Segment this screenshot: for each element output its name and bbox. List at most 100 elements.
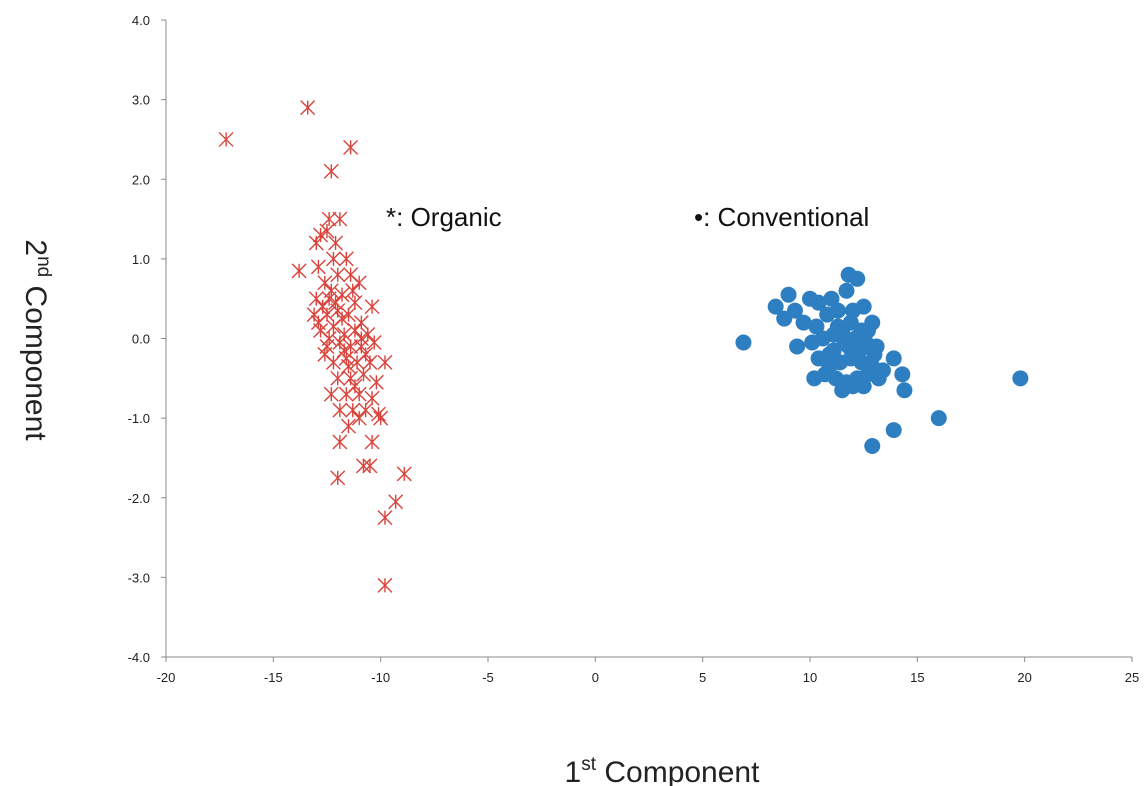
conventional-point <box>885 422 902 439</box>
organic-point <box>355 458 371 474</box>
x-axis-title-rest: Component <box>596 756 760 786</box>
organic-point <box>353 331 369 346</box>
x-axis-title-sup: st <box>581 754 597 775</box>
conventional-point <box>1012 370 1029 387</box>
organic-point <box>317 346 333 362</box>
x-tick-label: 0 <box>592 670 599 685</box>
y-tick-label: -1.0 <box>128 411 150 426</box>
organic-point <box>388 494 404 510</box>
organic-point <box>308 235 324 251</box>
conventional-point <box>821 358 838 375</box>
conventional-point <box>810 294 827 311</box>
organic-point <box>396 466 412 482</box>
y-tick-label: 4.0 <box>132 13 150 28</box>
conventional-point <box>870 370 887 387</box>
organic-point <box>377 577 393 593</box>
conventional-point <box>786 302 803 319</box>
organic-point <box>328 295 344 311</box>
organic-point <box>358 402 374 418</box>
organic-point <box>373 410 389 426</box>
organic-point <box>218 131 234 147</box>
organic-point <box>321 211 337 227</box>
organic-point <box>355 366 371 382</box>
organic-point <box>300 100 316 116</box>
conventional-point <box>896 382 913 399</box>
organic-point <box>345 402 361 418</box>
conventional-point <box>866 346 883 363</box>
legend-conventional: •: Conventional <box>694 202 869 232</box>
conventional-point <box>849 270 866 287</box>
organic-point <box>338 251 354 267</box>
organic-point <box>364 299 380 315</box>
organic-point <box>328 235 344 251</box>
y-tick-label: 0.0 <box>132 332 150 347</box>
y-axis-title-base: 2 <box>19 239 52 256</box>
x-tick-label: 20 <box>1017 670 1031 685</box>
organic-point <box>310 315 326 331</box>
conventional-point <box>808 318 825 335</box>
organic-point <box>330 370 346 386</box>
organic-point <box>332 434 348 450</box>
y-tick-label: 2.0 <box>132 172 150 187</box>
conventional-point <box>885 350 902 367</box>
conventional-point <box>789 338 806 355</box>
series-organic <box>218 100 412 593</box>
y-tick-label: -4.0 <box>128 650 150 665</box>
x-tick-label: -20 <box>157 670 176 685</box>
y-axis-title-sup: nd <box>33 256 54 277</box>
data-series <box>218 100 1029 593</box>
organic-point <box>366 334 382 350</box>
y-tick-label: 3.0 <box>132 93 150 108</box>
organic-point <box>345 283 361 299</box>
organic-point <box>321 331 337 346</box>
organic-point <box>340 307 356 323</box>
organic-point <box>330 470 346 486</box>
organic-point <box>371 406 387 422</box>
organic-point <box>340 358 356 374</box>
conventional-point <box>735 334 752 351</box>
x-axis-title: 1st Component <box>565 754 761 786</box>
conventional-point <box>838 282 855 299</box>
x-axis: -20 -15 -10 -5 0 5 10 15 20 25 <box>157 656 1139 685</box>
organic-point <box>332 211 348 227</box>
organic-point <box>330 267 346 283</box>
conventional-point <box>859 322 876 339</box>
conventional-point <box>829 302 846 319</box>
x-tick-label: -15 <box>264 670 283 685</box>
organic-point <box>347 378 363 394</box>
y-tick-label: -3.0 <box>128 570 150 585</box>
conventional-point <box>825 342 842 359</box>
conventional-point <box>823 290 840 307</box>
conventional-point <box>864 437 881 454</box>
organic-point <box>343 139 359 155</box>
x-tick-label: -10 <box>371 670 390 685</box>
x-tick-label: -5 <box>482 670 494 685</box>
organic-point <box>325 251 341 267</box>
y-axis-title: 2nd Component <box>19 239 54 441</box>
x-tick-label: 10 <box>803 670 817 685</box>
series-conventional <box>735 266 1029 454</box>
organic-point <box>364 434 380 450</box>
legend-organic: *: Organic <box>386 202 502 232</box>
conventional-point <box>855 378 872 395</box>
organic-point <box>334 287 350 303</box>
conventional-point <box>834 322 851 339</box>
organic-point <box>291 263 307 279</box>
organic-point <box>343 338 359 354</box>
x-tick-label: 15 <box>910 670 924 685</box>
organic-point <box>308 291 324 307</box>
y-axis: -4.0 -3.0 -2.0 -1.0 0.0 1.0 2.0 3.0 4.0 <box>128 13 167 665</box>
organic-point <box>323 163 339 179</box>
organic-point <box>319 223 335 239</box>
x-tick-label: 25 <box>1125 670 1139 685</box>
organic-point <box>340 418 356 434</box>
conventional-point <box>851 342 868 359</box>
organic-point <box>317 275 333 291</box>
conventional-point <box>795 314 812 331</box>
x-tick-label: 5 <box>699 670 706 685</box>
organic-point <box>323 283 339 299</box>
organic-point <box>377 510 393 526</box>
organic-point <box>358 346 374 362</box>
conventional-point <box>780 286 797 303</box>
organic-point <box>310 259 326 275</box>
